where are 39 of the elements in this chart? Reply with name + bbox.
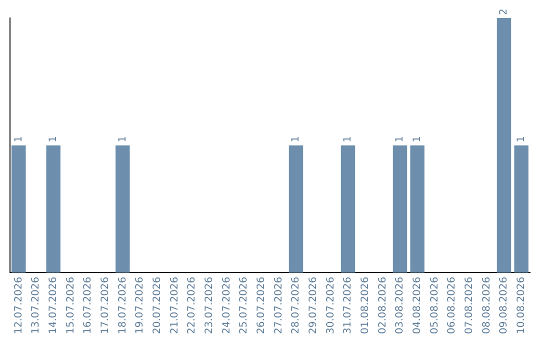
x-tick-label: 24.07.2026 (221, 276, 232, 334)
data-label: 1 (48, 136, 59, 142)
data-label: 1 (290, 136, 302, 142)
data-label: 1 (394, 136, 406, 142)
x-tick-label: 06.08.2026 (446, 276, 458, 334)
x-tick-label: 17.07.2026 (100, 276, 111, 334)
data-label: 1 (13, 136, 24, 142)
x-tick-label: 14.07.2026 (48, 276, 59, 334)
x-tick-label: 23.07.2026 (204, 276, 215, 334)
x-tick-label: 10.08.2026 (516, 276, 527, 334)
x-tick-label: 19.07.2026 (134, 276, 146, 334)
x-tick-label: 13.07.2026 (30, 276, 42, 334)
x-tick-label: 03.08.2026 (394, 276, 406, 334)
x-tick-label: 25.07.2026 (238, 276, 250, 334)
data-label: 1 (117, 136, 128, 142)
x-tick-label: 09.08.2026 (498, 276, 510, 334)
x-tick-label: 02.08.2026 (377, 276, 388, 334)
x-tick-label: 31.07.2026 (342, 276, 354, 334)
x-tick-label: 26.07.2026 (256, 276, 267, 334)
data-label: 2 (498, 8, 510, 15)
x-tick-label: 28.07.2026 (290, 276, 302, 334)
x-tick-label: 30.07.2026 (325, 276, 336, 334)
x-tick-label: 27.07.2026 (273, 276, 284, 334)
data-label: 1 (412, 136, 423, 142)
x-tick-label: 20.07.2026 (152, 276, 163, 334)
x-tick-label: 07.08.2026 (464, 276, 475, 334)
data-label: 1 (342, 136, 354, 142)
x-tick-label: 12.07.2026 (13, 276, 24, 334)
x-tick-label: 22.07.2026 (186, 276, 198, 334)
x-tick-label: 04.08.2026 (412, 276, 423, 334)
x-tick-label: 16.07.2026 (82, 276, 94, 334)
x-tick-label: 18.07.2026 (117, 276, 128, 334)
data-label: 1 (516, 136, 527, 142)
x-tick-label: 15.07.2026 (65, 276, 76, 334)
x-tick-label: 21.07.2026 (169, 276, 180, 334)
x-tick-label: 08.08.2026 (481, 276, 492, 334)
x-tick-label: 01.08.2026 (360, 276, 371, 334)
x-tick-label: 05.08.2026 (429, 276, 440, 334)
x-tick-label: 29.07.2026 (308, 276, 319, 334)
